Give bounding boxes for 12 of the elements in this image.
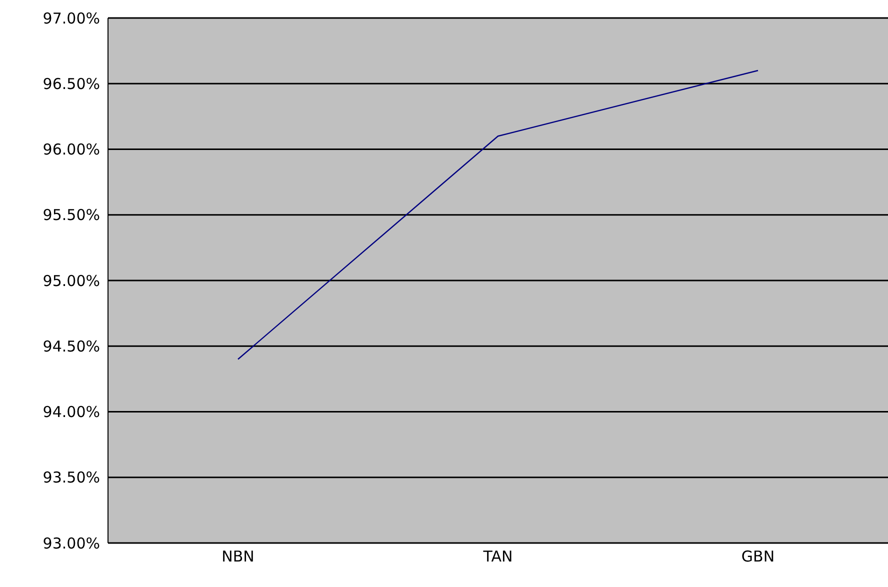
y-tick-label: 93.50%: [42, 468, 100, 487]
y-tick-label: 95.00%: [42, 272, 100, 290]
x-tick-label: TAN: [482, 548, 513, 566]
y-tick-label: 93.00%: [42, 534, 100, 552]
x-tick-label: GBN: [741, 548, 775, 566]
y-tick-label: 96.50%: [42, 74, 100, 93]
x-tick-label: NBN: [222, 548, 254, 566]
y-tick-label: 94.50%: [42, 337, 100, 356]
y-tick-label: 97.00%: [42, 9, 100, 28]
y-tick-label: 95.50%: [42, 206, 100, 224]
y-tick-label: 96.00%: [42, 140, 100, 159]
y-tick-label: 94.00%: [42, 403, 100, 422]
